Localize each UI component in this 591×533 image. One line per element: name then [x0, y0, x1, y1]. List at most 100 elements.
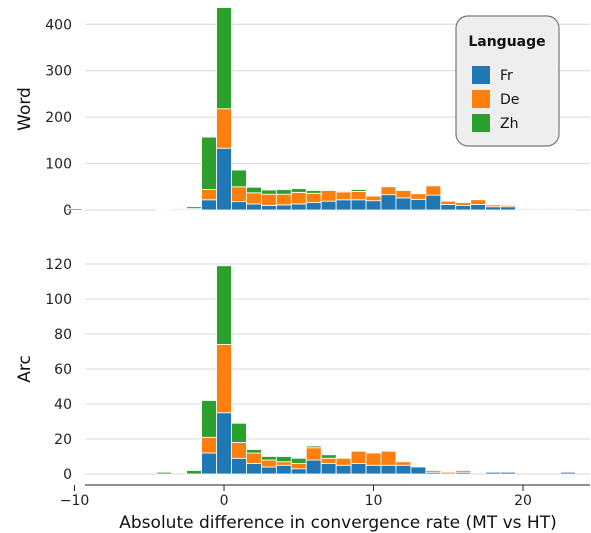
- legend-swatch-zh: [472, 114, 490, 132]
- legend-title: Language: [468, 34, 545, 50]
- bar-fr: [335, 199, 352, 211]
- bar-fr: [320, 200, 337, 211]
- bar-fr: [305, 202, 322, 211]
- bar-zh: [231, 422, 247, 443]
- bar-de: [455, 470, 472, 473]
- x-tick-label: 0: [220, 493, 229, 509]
- bar-de: [350, 191, 367, 201]
- bar-de: [260, 193, 277, 206]
- legend-label-de: De: [500, 92, 519, 108]
- bar-de: [231, 442, 247, 459]
- y-axis-title-word: Word: [15, 87, 35, 131]
- bar-fr: [410, 466, 427, 475]
- bar-de: [410, 193, 427, 200]
- bar-zh: [156, 471, 173, 475]
- bar-fr: [260, 204, 277, 211]
- bar-de: [470, 199, 487, 205]
- bar-de: [380, 450, 397, 466]
- bar-fr: [410, 198, 427, 211]
- y-tick-label: 60: [54, 362, 72, 378]
- bar-de: [201, 189, 217, 201]
- bar-zh: [216, 7, 232, 110]
- bar-de: [425, 185, 442, 196]
- bar-fr: [216, 147, 232, 211]
- bar-fr: [320, 463, 337, 475]
- y-tick-label: 300: [45, 64, 72, 80]
- bar-fr: [560, 208, 576, 211]
- bar-zh: [231, 169, 247, 188]
- bar-zh: [186, 470, 202, 475]
- bar-fr: [500, 471, 516, 475]
- bar-zh: [246, 449, 262, 454]
- bar-de: [290, 463, 307, 470]
- bar-fr: [365, 464, 382, 475]
- bar-de: [275, 193, 292, 206]
- bar-fr: [485, 471, 501, 475]
- bar-de: [335, 457, 352, 466]
- legend: Language Fr De Zh: [455, 15, 560, 147]
- bar-fr: [500, 206, 516, 211]
- bar-zh: [260, 189, 277, 195]
- y-tick-label: 80: [54, 327, 72, 343]
- bar-fr: [201, 452, 217, 475]
- bar-zh: [290, 188, 307, 193]
- panel-arc: 0 20 40 60 80 100 120 Arc: [15, 257, 590, 483]
- bar-de: [500, 204, 516, 208]
- bar-de: [305, 192, 322, 203]
- y-tick-label: 40: [54, 397, 72, 413]
- bar-fr: [560, 471, 576, 475]
- y-tick-label: 100: [45, 157, 72, 173]
- bar-zh: [246, 186, 262, 194]
- bar-de: [485, 204, 501, 208]
- bar-de: [380, 186, 397, 196]
- y-axis-title-arc: Arc: [15, 355, 35, 383]
- bar-zh: [320, 189, 337, 191]
- bar-zh: [290, 457, 307, 464]
- bar-fr: [350, 199, 367, 211]
- bar-fr: [66, 208, 83, 211]
- bar-fr: [275, 204, 292, 211]
- bar-zh: [186, 206, 202, 210]
- legend-swatch-de: [472, 90, 490, 108]
- bar-de: [260, 459, 277, 468]
- y-tick-label: 100: [45, 292, 72, 308]
- y-tick-label: 0: [63, 203, 72, 219]
- bar-fr: [231, 457, 247, 475]
- bar-fr: [246, 463, 262, 475]
- bar-zh: [275, 189, 292, 195]
- bar-de: [290, 191, 307, 205]
- bar-fr: [485, 206, 501, 211]
- legend-box: [455, 15, 560, 147]
- bar-zh: [171, 208, 188, 210]
- bar-de: [365, 195, 382, 202]
- bar-zh: [350, 189, 367, 192]
- bar-zh: [216, 265, 232, 345]
- bar-fr: [365, 200, 382, 211]
- x-tick-label: 10: [365, 493, 383, 509]
- bar-fr: [425, 194, 442, 211]
- panel-word: 0 100 200 300 400 Word: [15, 7, 590, 219]
- bar-fr: [470, 204, 487, 211]
- bar-fr: [231, 201, 247, 211]
- bar-de: [365, 452, 382, 466]
- bar-zh: [275, 456, 292, 463]
- y-tick-label: 400: [45, 17, 72, 33]
- bar-de: [246, 192, 262, 205]
- x-tick-label: 20: [514, 493, 532, 509]
- bar-de: [201, 436, 217, 454]
- legend-swatch-fr: [472, 66, 490, 84]
- bar-fr: [545, 208, 561, 211]
- bar-fr: [290, 203, 307, 211]
- bar-zh: [305, 190, 322, 194]
- bar-de: [335, 191, 352, 201]
- y-tick-label: 200: [45, 110, 72, 126]
- bar-de: [246, 452, 262, 464]
- bar-de: [320, 457, 337, 464]
- bar-zh: [320, 454, 337, 459]
- bar-fr: [246, 203, 262, 211]
- bar-zh: [201, 136, 217, 190]
- x-tick-label: −10: [60, 493, 90, 509]
- bar-fr: [380, 464, 397, 475]
- bar-fr: [455, 204, 472, 211]
